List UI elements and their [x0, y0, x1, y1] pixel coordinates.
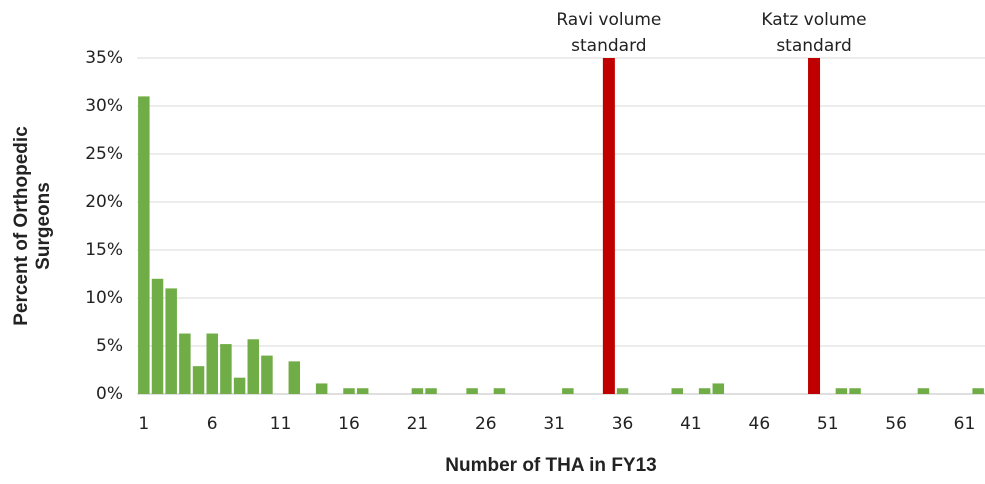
- bar: [712, 383, 725, 394]
- bar: [288, 361, 301, 394]
- standard-line: [808, 58, 821, 394]
- bar: [493, 388, 506, 394]
- x-tick-label: 46: [749, 414, 771, 434]
- bar: [616, 388, 629, 394]
- y-tick-label: 15%: [85, 240, 123, 260]
- bar: [247, 339, 260, 394]
- y-axis-title-line: Percent of Orthopedic: [11, 126, 32, 326]
- annotation-label: Katz volume: [761, 10, 866, 30]
- bar: [698, 388, 711, 394]
- y-tick-label: 10%: [85, 288, 123, 308]
- y-axis-title: Percent of Orthopedic Surgeons: [11, 126, 54, 326]
- standard-line: [602, 58, 615, 394]
- y-axis-title-line: Surgeons: [33, 182, 54, 270]
- bar: [343, 388, 355, 394]
- x-axis-title: Number of THA in FY13: [445, 455, 656, 476]
- bar: [972, 388, 984, 394]
- bar: [315, 383, 328, 394]
- x-tick-label: 21: [407, 414, 429, 434]
- bar: [179, 333, 191, 394]
- y-tick-label: 25%: [85, 144, 123, 164]
- bar: [192, 366, 205, 394]
- annotation-label: standard: [571, 36, 646, 56]
- bar: [138, 96, 150, 395]
- bar: [671, 388, 684, 394]
- x-tick-label: 11: [270, 414, 292, 434]
- y-tick-label: 30%: [85, 96, 123, 116]
- y-tick-label: 35%: [85, 48, 123, 68]
- x-tick-label: 31: [543, 414, 565, 434]
- bar: [206, 333, 218, 394]
- bar: [356, 388, 369, 394]
- y-tick-label: 0%: [96, 384, 123, 404]
- x-tick-label: 36: [612, 414, 634, 434]
- x-tick-label: 6: [207, 414, 218, 434]
- bar: [165, 288, 177, 394]
- bar: [411, 388, 424, 394]
- x-tick-label: 61: [954, 414, 976, 434]
- bar: [835, 388, 848, 394]
- bar: [151, 278, 164, 394]
- x-tick-label: 41: [680, 414, 702, 434]
- y-tick-label: 5%: [96, 336, 123, 356]
- x-tick-label: 1: [138, 414, 149, 434]
- bar: [466, 388, 478, 394]
- bar: [233, 377, 246, 394]
- annotation-label: standard: [776, 36, 851, 56]
- bar: [220, 344, 232, 394]
- annotation-label: Ravi volume: [556, 10, 661, 30]
- x-tick-label: 16: [338, 414, 360, 434]
- bar: [562, 388, 574, 394]
- y-tick-label: 20%: [85, 192, 123, 212]
- x-tick-label: 26: [475, 414, 497, 434]
- bar: [261, 355, 273, 394]
- x-tick-label: 56: [885, 414, 907, 434]
- x-tick-label: 51: [817, 414, 839, 434]
- bar: [917, 388, 930, 394]
- bar: [849, 388, 861, 394]
- bar: [425, 388, 437, 394]
